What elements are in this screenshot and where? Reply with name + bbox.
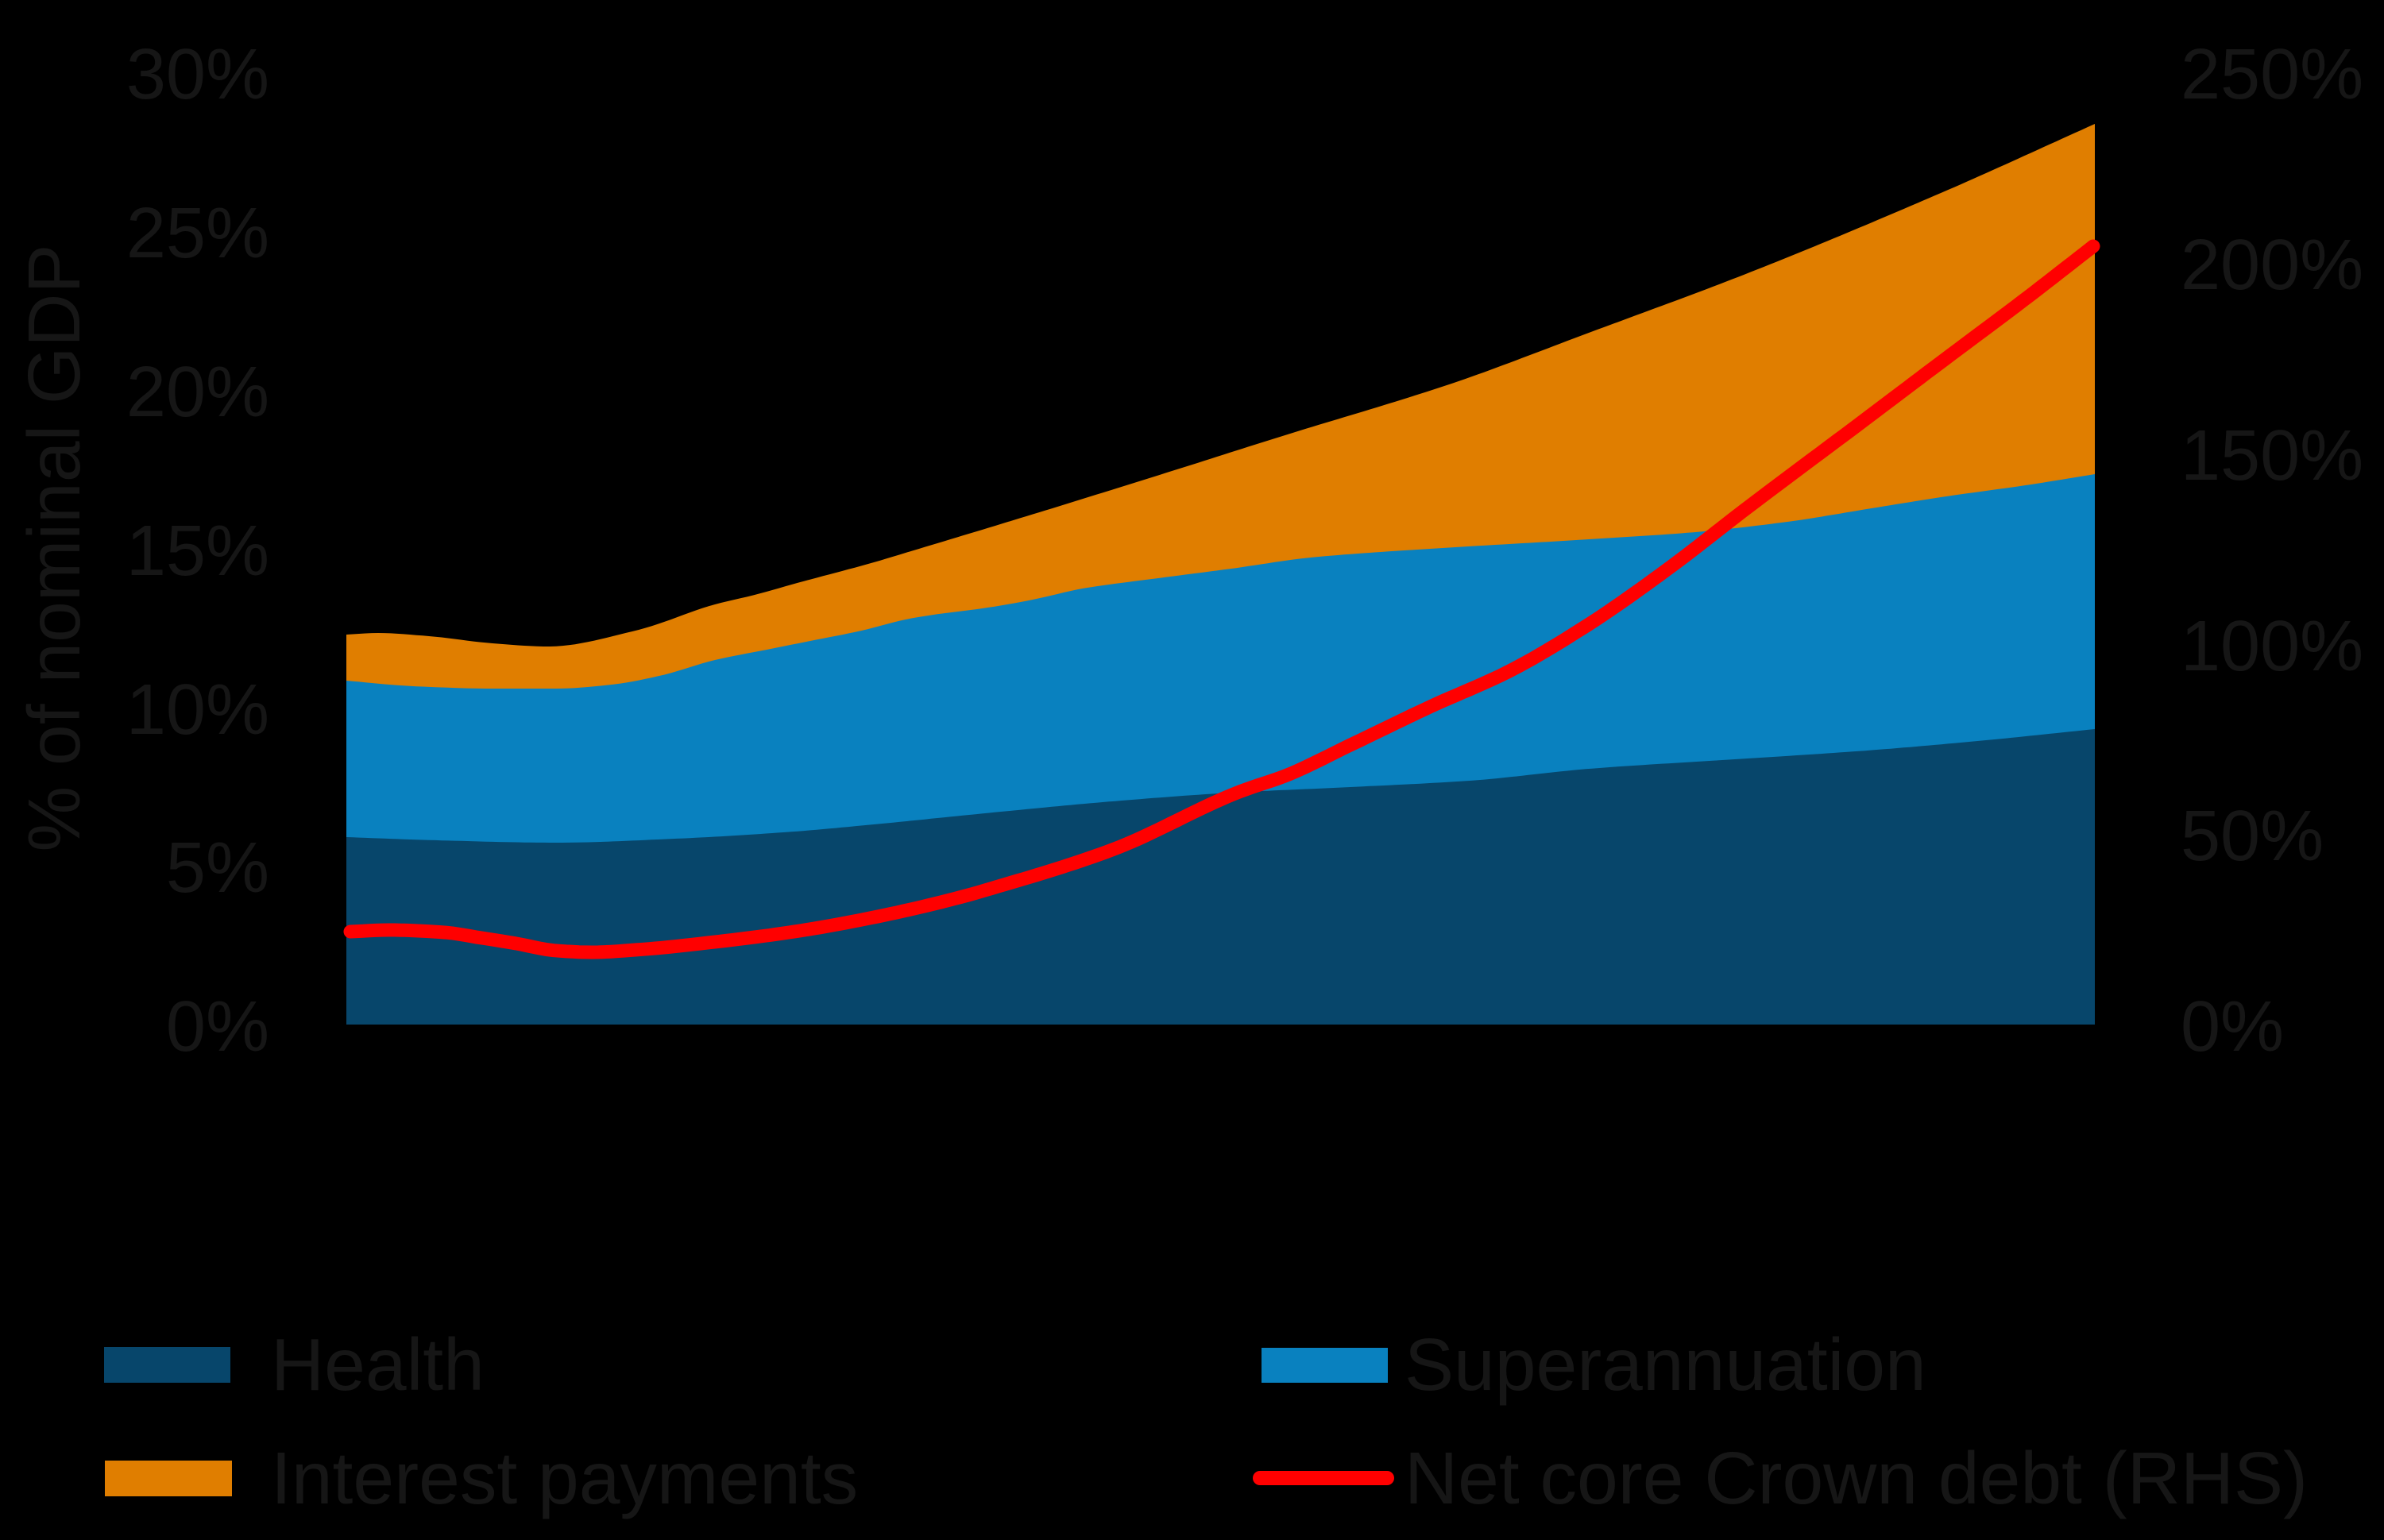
svg-text:Health: Health	[271, 1323, 485, 1406]
svg-text:10%: 10%	[126, 670, 269, 750]
svg-text:100%: 100%	[2181, 607, 2363, 686]
svg-text:200%: 200%	[2181, 226, 2363, 305]
svg-text:20%: 20%	[126, 353, 269, 432]
svg-text:Superannuation: Superannuation	[1405, 1323, 1926, 1406]
svg-text:15%: 15%	[126, 511, 269, 591]
svg-text:Net core Crown debt (RHS): Net core Crown debt (RHS)	[1405, 1437, 2308, 1519]
svg-text:0%: 0%	[2181, 987, 2284, 1067]
svg-text:150%: 150%	[2181, 416, 2363, 496]
svg-text:5%: 5%	[166, 828, 269, 908]
svg-text:50%: 50%	[2181, 797, 2324, 876]
svg-text:% of nominal GDP: % of nominal GDP	[13, 245, 95, 852]
svg-text:Interest payments: Interest payments	[271, 1437, 858, 1519]
svg-text:30%: 30%	[126, 35, 269, 114]
svg-text:25%: 25%	[126, 194, 269, 273]
svg-text:0%: 0%	[166, 987, 269, 1067]
svg-text:250%: 250%	[2181, 35, 2363, 114]
